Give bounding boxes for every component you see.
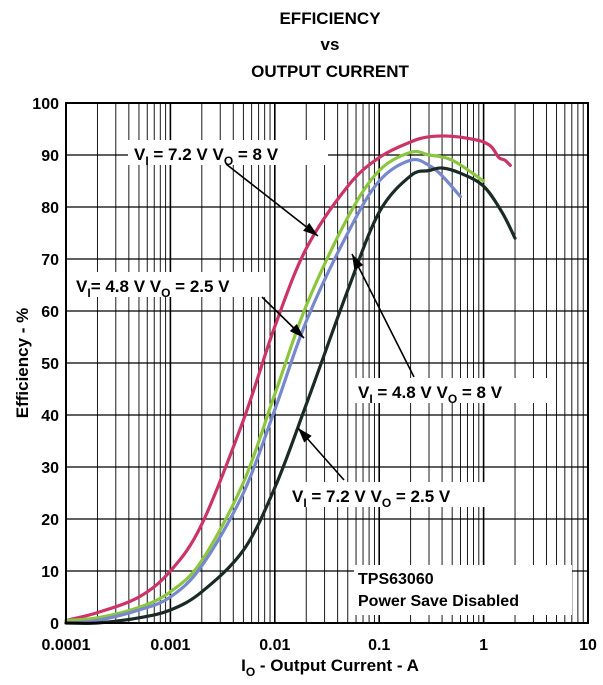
annotation-label-part: = 8 V	[457, 383, 503, 402]
chart-title-line-2: vs	[321, 35, 340, 54]
annotation-arrow-line	[351, 253, 415, 378]
chart-title: EFFICIENCY vs OUTPUT CURRENT	[251, 9, 409, 81]
y-tick-label: 90	[41, 148, 59, 165]
x-axis-label: IO - Output Current - A	[241, 656, 419, 679]
y-axis-label: Efficiency - %	[13, 308, 32, 419]
x-tick-label: 1	[479, 637, 488, 654]
series-annotation-2: VI= 4.8 V VO = 2.5 V	[70, 272, 305, 339]
annotation-label-part: V	[292, 487, 304, 506]
annotation-label-part: I	[145, 154, 148, 168]
annotation-label-part: = 4.8 V V	[373, 383, 449, 402]
x-tick-label: 0.0001	[42, 637, 91, 654]
annotation-label-part: V	[76, 277, 88, 296]
series-annotations: VI = 7.2 V VO = 8 VVI= 4.8 V VO = 2.5 VV…	[70, 140, 548, 510]
annotation-label-part: = 8 V	[233, 145, 279, 164]
annotation-label-part: = 7.2 V V	[149, 145, 225, 164]
y-tick-label: 50	[41, 356, 59, 373]
annotation-label: VI = 4.8 V VO = 8 V	[358, 383, 503, 406]
annotation-label-part: = 7.2 V V	[307, 487, 383, 506]
y-tick-labels: 0 10 20 30 40 50 60 70 80 90 100	[32, 96, 59, 633]
device-note-background	[354, 565, 572, 615]
series-line-1	[64, 134, 512, 622]
annotation-arrowhead	[303, 222, 318, 236]
series-annotation-3: VI = 4.8 V VO = 8 V	[351, 253, 548, 406]
annotation-label-part: O	[382, 496, 391, 510]
x-tick-label: 0.01	[259, 637, 290, 654]
series-line-3	[64, 157, 462, 625]
y-tick-label: 60	[41, 304, 59, 321]
annotation-arrow-line	[225, 163, 319, 237]
device-note-line-2: Power Save Disabled	[358, 593, 519, 610]
annotation-label-part: O	[161, 286, 170, 300]
annotation-label-part: O	[448, 392, 457, 406]
device-note-line-1: TPS63060	[358, 571, 434, 588]
annotation-label-part: = 4.8 V V	[91, 277, 162, 296]
series-line-2	[64, 149, 486, 622]
annotation-label-part: I	[87, 286, 90, 300]
annotation-label: VI= 4.8 V VO = 2.5 V	[76, 277, 230, 300]
plot-frame	[65, 102, 589, 624]
chart-title-line-1: EFFICIENCY	[279, 9, 381, 28]
annotation-arrowhead	[352, 254, 364, 270]
annotation-label-part: V	[134, 145, 146, 164]
y-tick-label: 70	[41, 252, 59, 269]
y-tick-label: 30	[41, 460, 59, 477]
annotation-arrowhead	[289, 323, 304, 338]
annotation-background	[128, 140, 328, 165]
x-tick-label: 0.001	[150, 637, 190, 654]
y-tick-label: 10	[41, 564, 59, 581]
annotation-label: VI = 7.2 V VO = 8 V	[134, 145, 279, 168]
annotation-label-part: I	[369, 392, 372, 406]
annotation-label: VI = 7.2 V VO = 2.5 V	[292, 487, 451, 510]
x-axis-label-main: I	[241, 656, 246, 675]
y-tick-label: 40	[41, 408, 59, 425]
series-annotation-4: VI = 7.2 V VO = 2.5 V	[286, 427, 498, 510]
y-tick-label: 20	[41, 512, 59, 529]
x-tick-labels: 0.0001 0.001 0.01 0.1 1 10	[42, 637, 597, 654]
x-tick-label: 0.1	[368, 637, 390, 654]
annotation-label-part: = 2.5 V	[391, 487, 451, 506]
grid	[66, 103, 588, 623]
x-tick-label: 10	[579, 637, 597, 654]
annotation-label-part: I	[303, 496, 306, 510]
series-annotation-1: VI = 7.2 V VO = 8 V	[128, 140, 328, 237]
device-note: TPS63060 Power Save Disabled	[354, 565, 572, 615]
annotation-label-part: = 2.5 V	[170, 277, 230, 296]
y-tick-label: 0	[50, 616, 59, 633]
y-tick-label: 100	[32, 96, 59, 113]
chart-title-line-3: OUTPUT CURRENT	[251, 62, 409, 81]
series-group	[64, 134, 517, 625]
y-tick-label: 80	[41, 200, 59, 217]
annotation-background	[286, 482, 498, 507]
annotation-background	[352, 378, 548, 403]
annotation-background	[70, 272, 268, 297]
annotation-label-part: O	[224, 154, 233, 168]
x-axis-label-sub: O	[246, 665, 255, 679]
annotation-arrowhead	[298, 428, 312, 443]
annotation-label-part: V	[358, 383, 370, 402]
x-axis-label-rest: - Output Current - A	[255, 656, 419, 675]
series-line-4	[64, 166, 517, 625]
